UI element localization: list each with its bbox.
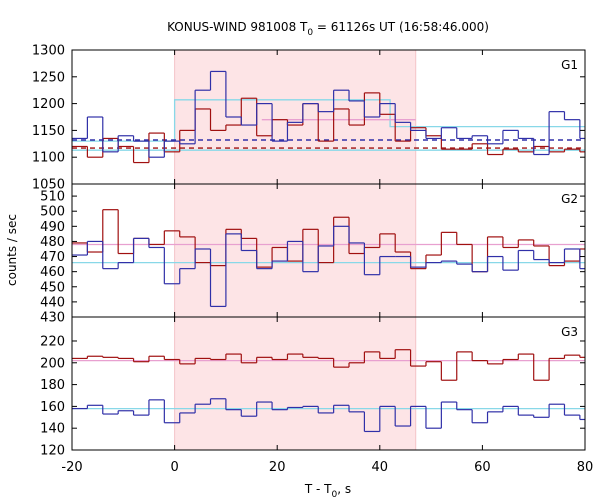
x-tick-label: 80 [577, 460, 594, 475]
x-tick-label: -20 [61, 460, 82, 475]
chart-title: KONUS-WIND 981008 T0 = 61126s UT (16:58:… [167, 20, 489, 38]
g3-series-dark_red [72, 349, 585, 381]
g3-panel-frame [71, 316, 586, 451]
x-tick-label: 40 [372, 460, 389, 475]
g1-y-tick-label: 1100 [32, 151, 65, 166]
g1-y-tick-label: 1250 [32, 70, 65, 85]
g3-y-tick-label: 180 [40, 378, 65, 393]
g2-series-dark_blue [72, 225, 585, 308]
g1-y-tick-label: 1050 [32, 178, 65, 193]
g3-y-tick-label: 220 [40, 334, 65, 349]
g1-level-line-0 [72, 99, 585, 142]
frame-layer [71, 49, 586, 451]
g2-y-tick-label: 450 [40, 280, 65, 295]
g3-y-tick-label: 140 [40, 422, 65, 437]
g2-panel-label: G2 [561, 192, 578, 206]
g1-panel-label: G1 [561, 58, 578, 72]
g2-y-tick-label: 440 [40, 295, 65, 310]
x-tick-label: 20 [269, 460, 286, 475]
x-tick-label: 0 [170, 460, 178, 475]
g3-y-tick-label: 160 [40, 400, 65, 415]
y-axis-title: counts / sec [5, 214, 19, 286]
g2-y-tick-label: 490 [40, 220, 65, 235]
g1-y-tick-label: 1300 [32, 44, 65, 59]
g1-y-tick-label: 1150 [32, 124, 65, 139]
x-axis-title: T - T0, s [304, 482, 351, 500]
g2-y-tick-label: 480 [40, 235, 65, 250]
g3-panel-label: G3 [561, 325, 578, 339]
g3-y-tick-label: 120 [40, 444, 65, 459]
series-layer [72, 70, 585, 433]
g3-series-dark_blue [72, 398, 585, 433]
g1-series-dark_blue [72, 70, 585, 158]
g2-y-tick-label: 470 [40, 250, 65, 265]
g2-y-tick-label: 430 [40, 311, 65, 326]
x-tick-label: 60 [474, 460, 491, 475]
g2-y-tick-label: 510 [40, 190, 65, 205]
g2-y-tick-label: 460 [40, 265, 65, 280]
text-layer: KONUS-WIND 981008 T0 = 61126s UT (16:58:… [5, 20, 593, 500]
g1-y-tick-label: 1200 [32, 97, 65, 112]
g3-y-tick-label: 200 [40, 356, 65, 371]
g2-y-tick-label: 500 [40, 205, 65, 220]
